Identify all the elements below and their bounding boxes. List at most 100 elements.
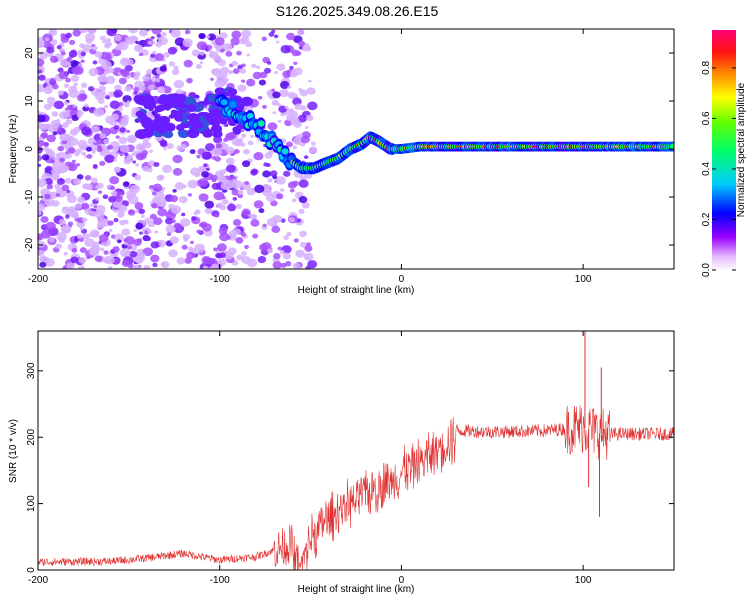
- speckle-dot: [134, 129, 148, 140]
- speckle-dot: [224, 133, 235, 141]
- speckle-dot: [305, 114, 314, 121]
- speckle-dot: [38, 240, 45, 248]
- speckle-dot: [182, 233, 191, 241]
- speckle-dot: [81, 151, 86, 156]
- speckle-dot: [178, 196, 188, 204]
- speckle-dot: [233, 228, 241, 235]
- speckle-dot: [231, 188, 240, 196]
- y-tick-label: 0: [24, 146, 35, 152]
- speckle-dot: [186, 251, 195, 260]
- speckle-dot: [38, 203, 46, 212]
- speckle-dot: [104, 43, 111, 49]
- speckle-dot: [170, 29, 181, 38]
- speckle-dot: [93, 107, 105, 117]
- speckle-dot: [235, 237, 244, 244]
- speckle-dot: [275, 176, 286, 185]
- speckle-dot: [68, 50, 78, 58]
- speckle-dot: [220, 48, 225, 53]
- speckle-dot: [189, 149, 196, 155]
- speckle-dot: [258, 79, 267, 86]
- speckle-dot: [97, 190, 103, 194]
- speckle-dot: [286, 231, 292, 237]
- speckle-dot: [53, 59, 58, 63]
- speckle-dot: [277, 246, 282, 251]
- speckle-dot: [246, 78, 256, 87]
- speckle-dot: [127, 138, 132, 143]
- speckle-dot: [217, 87, 225, 93]
- speckle-dot: [122, 181, 130, 188]
- speckle-dot: [73, 238, 79, 243]
- speckle-dot: [252, 71, 262, 80]
- speckle-dot: [244, 181, 249, 185]
- speckle-dot: [225, 146, 235, 155]
- speckle-dot: [218, 175, 227, 183]
- speckle-dot: [225, 51, 233, 57]
- colorbar-tick-label: 0.6: [701, 111, 712, 125]
- speckle-dot: [65, 77, 71, 83]
- speckle-dot: [196, 154, 201, 159]
- speckle-dot: [119, 153, 124, 157]
- speckle-dot: [124, 85, 132, 92]
- speckle-dot: [97, 98, 105, 104]
- speckle-dot: [56, 152, 68, 161]
- speckle-dot: [121, 260, 130, 267]
- speckle-dot: [69, 59, 79, 68]
- speckle-dot: [136, 96, 146, 104]
- speckle-dot: [154, 187, 160, 192]
- speckle-dot: [129, 184, 141, 194]
- speckle-dot: [186, 128, 200, 139]
- speckle-dot: [65, 119, 72, 125]
- speckle-dot: [145, 68, 154, 75]
- speckle-dot: [129, 250, 138, 258]
- speckle-dot: [237, 190, 244, 195]
- speckle-dot: [126, 245, 132, 250]
- speckle-dot: [151, 124, 158, 130]
- speckle-dot: [53, 100, 64, 110]
- speckle-dot: [241, 208, 251, 216]
- speckle-dot: [82, 233, 90, 240]
- speckle-dot: [139, 113, 148, 120]
- speckle-dot: [173, 65, 179, 70]
- speckle-dot: [138, 29, 149, 37]
- speckle-dot: [243, 148, 250, 155]
- speckle-dot: [310, 141, 316, 146]
- speckle-dot: [123, 238, 128, 243]
- speckle-dot: [195, 64, 202, 70]
- speckle-dot: [288, 110, 299, 119]
- speckle-dot: [78, 257, 87, 264]
- speckle-dot: [268, 149, 274, 155]
- speckle-dot: [246, 53, 251, 57]
- speckle-dot: [280, 188, 285, 192]
- speckle-dot: [128, 29, 138, 34]
- speckle-dot: [73, 66, 84, 75]
- speckle-dot: [115, 135, 120, 139]
- ridge-mid: [229, 101, 237, 108]
- speckle-dot: [167, 46, 178, 55]
- speckle-dot: [197, 178, 209, 187]
- x-tick-label: -100: [210, 274, 230, 285]
- speckle-dot: [66, 190, 70, 194]
- speckle-dot: [77, 196, 85, 203]
- snr-x-ticks: -200 -100 0 100: [28, 331, 592, 586]
- y-tick-label: -20: [24, 237, 35, 252]
- speckle-dot: [210, 77, 214, 81]
- speckle-dot: [89, 229, 100, 238]
- spectrogram-x-label: Height of straight line (km): [298, 285, 415, 296]
- colorbar-tick-label: 0.0: [701, 263, 712, 277]
- speckle-dot: [149, 149, 154, 153]
- speckle-dot: [204, 207, 213, 215]
- speckle-dot: [94, 185, 100, 190]
- speckle-dot: [90, 177, 98, 184]
- speckle-dot: [222, 42, 233, 52]
- speckle-dot: [67, 135, 75, 143]
- speckle-dot: [298, 196, 308, 204]
- speckle-dot: [132, 160, 137, 164]
- speckle-dot: [78, 264, 85, 269]
- speckle-dot: [84, 175, 92, 181]
- speckle-dot: [299, 230, 307, 238]
- speckle-dot: [92, 60, 98, 65]
- speckle-dot: [205, 167, 210, 171]
- speckle-dot: [303, 252, 314, 261]
- speckle-dot: [50, 159, 55, 164]
- speckle-dot: [73, 82, 78, 87]
